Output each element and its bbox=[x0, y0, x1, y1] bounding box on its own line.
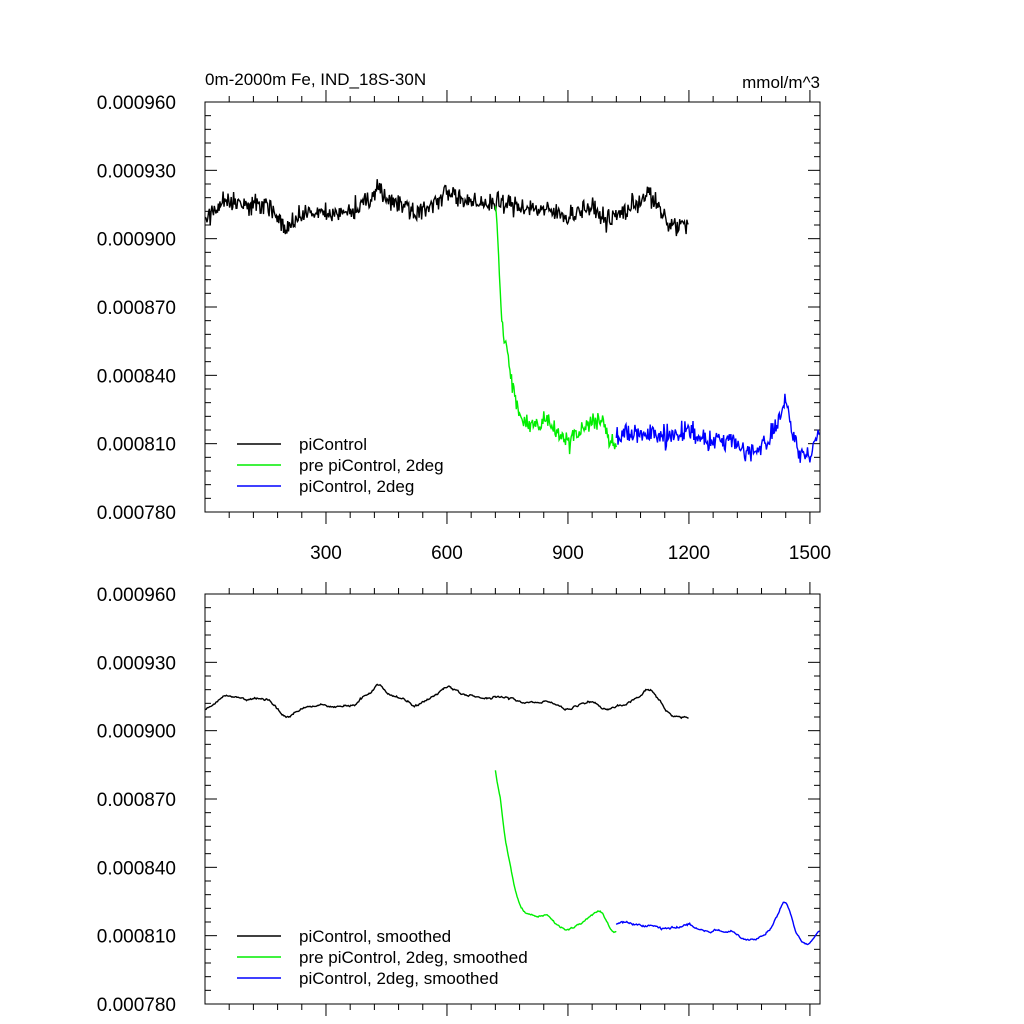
legend-label: piControl bbox=[299, 435, 367, 454]
legend-label: piControl, 2deg, smoothed bbox=[299, 969, 498, 988]
legend-label: piControl, 2deg bbox=[299, 477, 414, 496]
x-tick-label: 900 bbox=[552, 543, 584, 564]
y-tick-label: 0.000810 bbox=[97, 927, 176, 948]
series-line-picontrol-2deg bbox=[615, 393, 821, 463]
legend-label: pre piControl, 2deg, smoothed bbox=[299, 948, 528, 967]
plot-frame bbox=[204, 101, 821, 513]
chart-panel-raw: 0.000780 0.000810 0.000840 0.000870 0.000900… bbox=[97, 90, 831, 564]
chart-title: 0m-2000m Fe, IND_18S-30N bbox=[205, 70, 426, 89]
x-tick-label: 1500 bbox=[789, 543, 831, 564]
y-tick-label: 0.000900 bbox=[97, 230, 176, 251]
y-tick-label: 0.000870 bbox=[97, 298, 176, 319]
y-tick-label: 0.000960 bbox=[97, 585, 176, 606]
y-tick-label: 0.000900 bbox=[97, 722, 176, 743]
x-tick-label: 1200 bbox=[668, 543, 710, 564]
y-tick-label: 0.000840 bbox=[97, 366, 176, 387]
series-line-picontrol-2deg-smoothed bbox=[615, 901, 820, 946]
y-tick-label: 0.000870 bbox=[97, 790, 176, 811]
y-tick-label: 0.000960 bbox=[97, 93, 176, 114]
y-tick-label: 0.000780 bbox=[97, 503, 176, 524]
legend-label: pre piControl, 2deg bbox=[299, 456, 444, 475]
y-tick-label: 0.000840 bbox=[97, 858, 176, 879]
units-label: mmol/m^3 bbox=[742, 73, 820, 92]
chart-panel-smoothed: 0.000780 0.000810 0.000840 0.000870 0.000900… bbox=[97, 582, 821, 1016]
series-line-pre-picontrol-2deg bbox=[494, 206, 617, 455]
y-tick-label: 0.000930 bbox=[97, 161, 176, 182]
series-line-picontrol-smoothed bbox=[205, 683, 689, 720]
legend-label: piControl, smoothed bbox=[299, 927, 451, 946]
y-tick-label: 0.000780 bbox=[97, 995, 176, 1016]
series-line-picontrol bbox=[204, 179, 689, 237]
y-tick-label: 0.000810 bbox=[97, 435, 176, 456]
plot-frame bbox=[204, 593, 821, 1005]
x-tick-label: 300 bbox=[310, 543, 342, 564]
y-tick-label: 0.000930 bbox=[97, 653, 176, 674]
x-tick-label: 600 bbox=[431, 543, 463, 564]
series-line-pre-picontrol-2deg-smoothed bbox=[494, 770, 617, 934]
